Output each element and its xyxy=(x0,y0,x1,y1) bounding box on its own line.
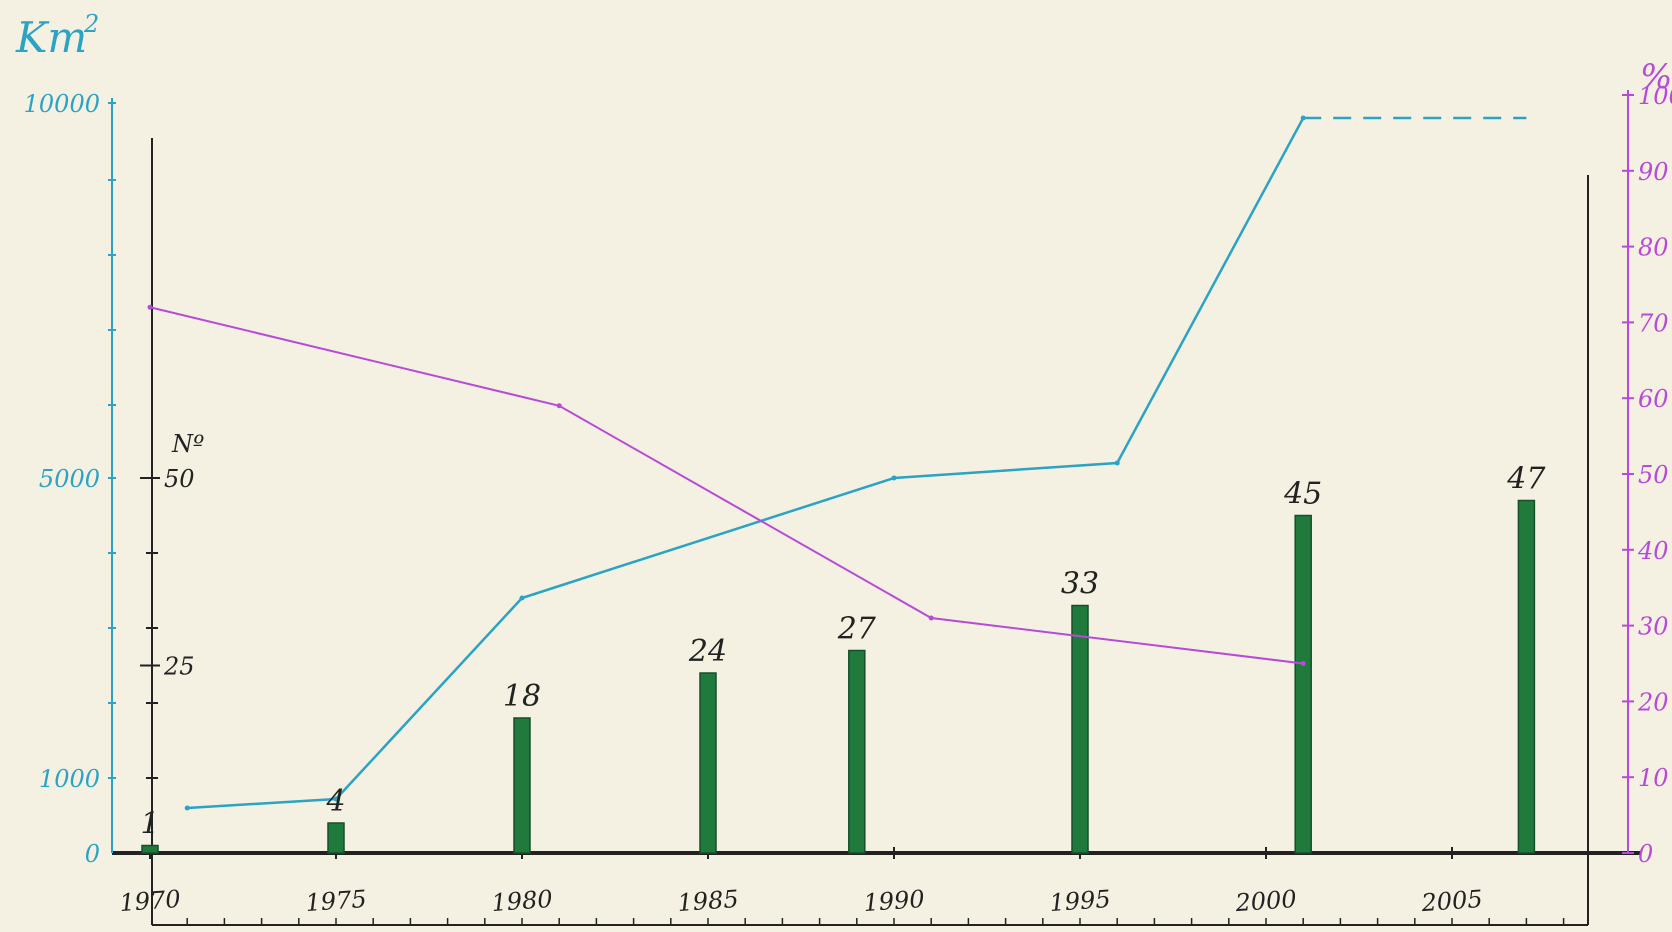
left-axis-tick-label: 1000 xyxy=(39,765,100,793)
x-axis-tick-label: 1970 xyxy=(119,885,182,917)
percent-line-point xyxy=(928,615,934,621)
x-axis-tick-label: 1980 xyxy=(491,885,554,917)
left-axis-tick-label: 10000 xyxy=(24,90,100,118)
bar xyxy=(699,672,717,854)
right-axis-tick-label: 10 xyxy=(1638,764,1669,792)
right-axis-tick-label: 80 xyxy=(1638,234,1669,262)
x-axis-tick-label: 1990 xyxy=(863,885,926,917)
bar-value-label: 1 xyxy=(140,807,159,842)
x-axis-tick-label: 2000 xyxy=(1234,885,1298,917)
left-axis-tick-label: 0 xyxy=(85,840,100,868)
area-line-point xyxy=(1300,115,1306,121)
area-line xyxy=(187,117,1305,810)
count-axis-title: Nº xyxy=(171,430,204,458)
bar-value-label: 45 xyxy=(1283,477,1322,512)
right-axis-tick-label: 40 xyxy=(1637,537,1669,565)
bars-layer xyxy=(141,499,1536,854)
bar xyxy=(1517,499,1536,854)
count-axis-tick-label: 50 xyxy=(164,465,195,493)
bar-value-label: 4 xyxy=(325,784,345,819)
right-axis-tick-label: 70 xyxy=(1638,309,1669,337)
left-axis-title-superscript: 2 xyxy=(83,10,99,38)
bar-value-label: 27 xyxy=(837,612,877,647)
bar-value-label: 18 xyxy=(503,679,541,714)
percent-line xyxy=(149,306,1304,665)
area-line-point xyxy=(333,796,339,802)
x-axis-tick-label: 1985 xyxy=(677,885,740,917)
area-line-point xyxy=(1114,460,1120,466)
right-axis-tick-label: 30 xyxy=(1638,613,1669,641)
percent-line-point xyxy=(1300,661,1306,666)
right-axis-title: % xyxy=(1640,57,1672,97)
x-axis-tick-label: 1975 xyxy=(305,885,368,917)
count-axis-tick-label: 25 xyxy=(163,653,195,681)
x-axis-tick-label: 2005 xyxy=(1420,885,1484,917)
bar-value-label: 24 xyxy=(688,634,727,669)
bar-value-label: 47 xyxy=(1506,462,1546,497)
lines-layer xyxy=(147,115,1527,811)
right-axis-tick-label: 100 xyxy=(1638,82,1672,110)
right-axis-tick-label: 20 xyxy=(1637,688,1669,716)
percent-line-point xyxy=(556,403,562,409)
axes-layer xyxy=(108,90,1640,926)
right-axis-tick-label: 90 xyxy=(1638,158,1669,186)
percent-line-point xyxy=(147,304,153,310)
bar xyxy=(1294,514,1312,854)
right-axis-tick-label: 0 xyxy=(1638,840,1653,868)
bar xyxy=(848,649,866,854)
left-axis-tick-label: 5000 xyxy=(39,465,100,493)
left-axis-title: Km xyxy=(15,13,87,62)
right-axis-tick-label: 60 xyxy=(1638,385,1669,413)
bar xyxy=(327,822,345,854)
x-axis-tick-label: 1995 xyxy=(1049,885,1112,917)
bar xyxy=(513,717,531,854)
right-axis-tick-label: 50 xyxy=(1638,461,1669,489)
bar-value-label: 33 xyxy=(1061,567,1099,602)
bar xyxy=(141,844,159,854)
area-line-point xyxy=(184,805,190,811)
area-line-point xyxy=(891,475,897,481)
labels-layer: 0 1000 5000 10000 Km2 25 50 Nº 0 10 20 30 40 50 60 70 80… xyxy=(15,10,1672,917)
area-line-point xyxy=(519,595,525,601)
bar xyxy=(1071,604,1089,854)
